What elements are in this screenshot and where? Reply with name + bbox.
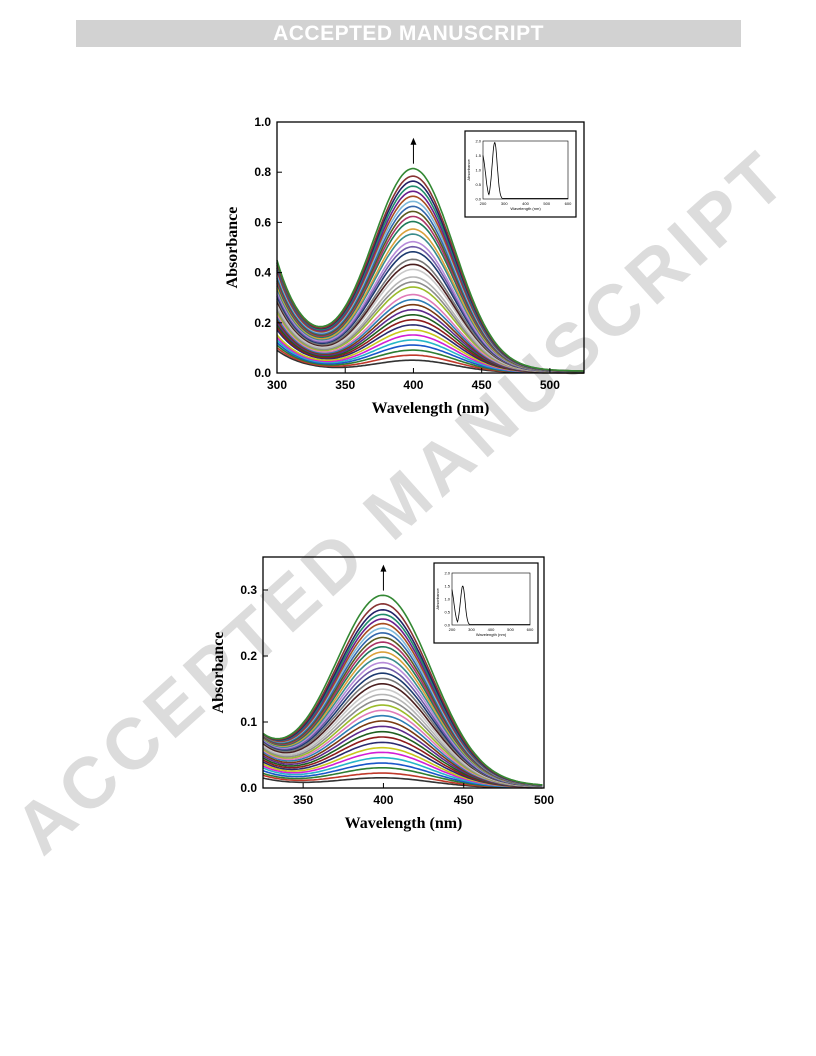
arrow-up-icon — [380, 564, 387, 572]
chart-1: 300 350 400 450 500 0.0 0.2 0.4 0.6 0.8 1.0 Wavelen… — [224, 115, 585, 417]
y-tick-label: 0.8 — [254, 165, 271, 179]
inset-plot-frame — [482, 140, 569, 200]
inset-x-tick-label: 500 — [507, 627, 514, 632]
inset-y-tick-label: 0.5 — [475, 182, 481, 187]
x-tick-label: 450 — [454, 793, 474, 807]
inset-x-tick-label: 400 — [522, 201, 529, 206]
x-axis-label: Wavelength (nm) — [372, 400, 490, 417]
series-line-31 — [262, 622, 543, 787]
inset-y-tick-label: 0.0 — [444, 623, 450, 628]
arrow-up-icon — [410, 137, 417, 145]
inset-plot-frame — [451, 572, 531, 626]
plot-frame — [276, 121, 585, 374]
x-tick-label: 400 — [403, 378, 423, 392]
inset-y-axis-label: Absorbance — [435, 588, 440, 610]
inset-frame — [464, 130, 577, 218]
inset-series-line — [451, 585, 530, 625]
y-tick-label: 0.1 — [240, 715, 257, 729]
inset-y-tick-label: 1.0 — [444, 597, 450, 602]
inset-frame — [433, 562, 539, 644]
y-tick-label: 0.6 — [254, 215, 271, 229]
chart-2: 350 400 450 500 0.0 0.1 0.2 0.3 Wavelength (nm) A… — [210, 556, 554, 832]
x-tick-label: 350 — [335, 378, 355, 392]
inset-y-tick-label: 1.5 — [444, 584, 450, 589]
x-tick-label: 300 — [267, 378, 287, 392]
x-tick-label: 350 — [293, 793, 313, 807]
inset-y-tick-label: 0.0 — [475, 197, 481, 202]
y-axis-label: Absorbance — [224, 207, 241, 289]
inset-chart: 200 300 400 500 600 0.0 0.5 1.0 1.5 2.0 Wavelength… — [433, 562, 539, 644]
inset-x-tick-label: 500 — [543, 201, 550, 206]
inset-y-tick-label: 0.5 — [444, 610, 450, 615]
inset-x-tick-label: 600 — [565, 201, 572, 206]
inset-y-tick-label: 2.0 — [475, 139, 481, 144]
inset-series-line — [482, 142, 568, 199]
y-tick-label: 1.0 — [254, 115, 271, 129]
plot-frame — [262, 556, 545, 789]
inset-x-tick-label: 200 — [480, 201, 487, 206]
inset-y-axis-label: Absorbance — [466, 159, 471, 181]
inset-y-tick-label: 1.0 — [475, 168, 481, 173]
x-tick-label: 450 — [472, 378, 492, 392]
inset-x-axis-label: Wavelength (nm) — [510, 206, 541, 211]
x-tick-label: 500 — [540, 378, 560, 392]
x-axis-label: Wavelength (nm) — [345, 815, 463, 832]
inset-x-tick-label: 300 — [501, 201, 508, 206]
y-tick-label: 0.3 — [240, 583, 257, 597]
inset-chart: 200 300 400 500 600 0.0 0.5 1.0 1.5 2.0 Wavelength… — [464, 130, 577, 218]
x-tick-label: 500 — [534, 793, 554, 807]
accepted-manuscript-banner: ACCEPTED MANUSCRIPT — [76, 20, 741, 47]
y-tick-label: 0.4 — [254, 266, 271, 280]
series-line-36 — [276, 167, 585, 372]
inset-y-tick-label: 1.5 — [475, 153, 481, 158]
inset-x-axis-label: Wavelength (nm) — [476, 632, 507, 637]
series-line-36 — [262, 594, 543, 786]
y-tick-label: 0.2 — [240, 649, 257, 663]
x-tick-label: 400 — [373, 793, 393, 807]
inset-x-tick-label: 400 — [488, 627, 495, 632]
inset-x-tick-label: 600 — [527, 627, 534, 632]
inset-x-tick-label: 200 — [449, 627, 456, 632]
y-axis-label: Absorbance — [210, 632, 227, 714]
y-tick-label: 0.0 — [254, 366, 271, 380]
inset-x-tick-label: 300 — [468, 627, 475, 632]
y-tick-label: 0.2 — [254, 316, 271, 330]
y-tick-label: 0.0 — [240, 781, 257, 795]
inset-y-tick-label: 2.0 — [444, 571, 450, 576]
